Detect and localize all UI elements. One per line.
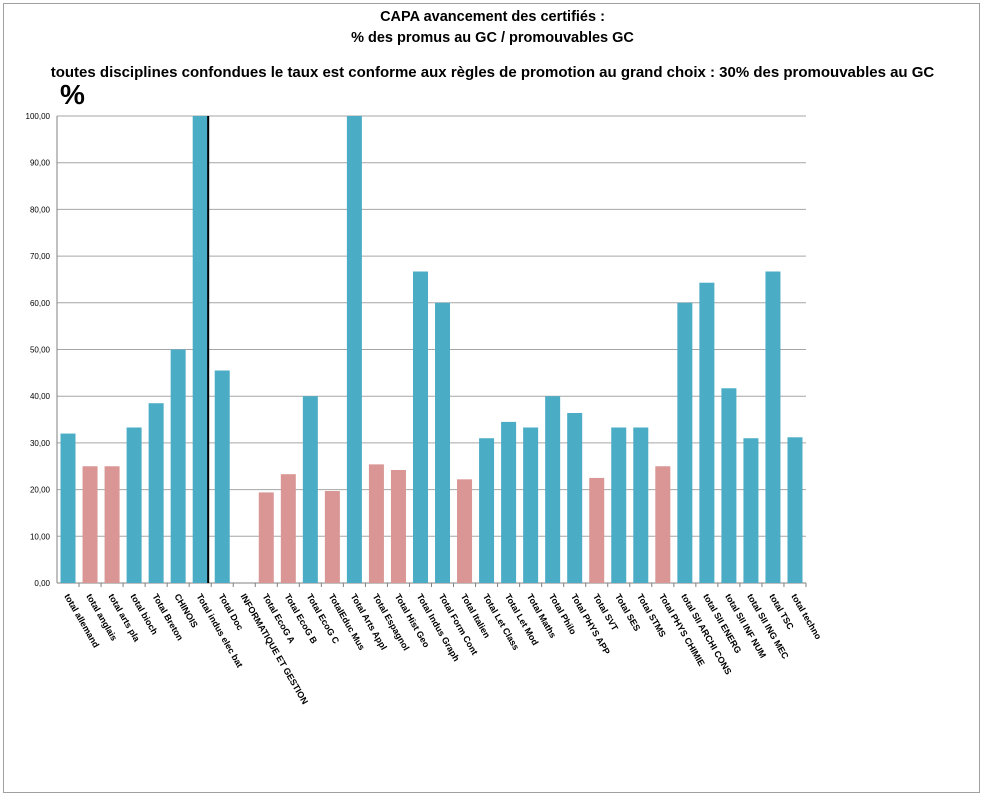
- bar: [677, 302, 693, 583]
- bar: [214, 370, 230, 583]
- bar: [501, 421, 517, 583]
- y-tick-label: 40,00: [30, 392, 51, 401]
- y-tick-label: 90,00: [30, 159, 51, 168]
- y-tick-label: 70,00: [30, 252, 51, 261]
- bar: [302, 396, 318, 583]
- y-tick-label: 10,00: [30, 532, 51, 541]
- bar: [170, 349, 186, 583]
- bar: [368, 464, 384, 583]
- bar: [721, 388, 737, 583]
- chart-frame: [3, 3, 980, 793]
- bar: [457, 479, 473, 583]
- bar: [435, 302, 451, 583]
- bar: [765, 271, 781, 583]
- y-axis-unit: %: [60, 79, 85, 110]
- chart-title-line-2: % des promus au GC / promouvables GC: [351, 30, 634, 46]
- y-tick-label: 0,00: [34, 579, 50, 588]
- bar: [148, 403, 164, 583]
- bar: [743, 438, 759, 583]
- bar: [523, 427, 539, 583]
- y-tick-label: 60,00: [30, 299, 51, 308]
- x-tick-label: total techno: [789, 592, 823, 642]
- bar: [126, 427, 142, 583]
- y-tick-label: 100,00: [26, 112, 51, 121]
- bar: [567, 413, 583, 583]
- y-tick-label: 20,00: [30, 486, 51, 495]
- y-tick-label: 50,00: [30, 346, 51, 355]
- bar: [280, 474, 296, 583]
- chart-note: toutes disciplines confondues le taux es…: [50, 64, 935, 81]
- bar: [258, 492, 274, 583]
- bar: [633, 427, 649, 583]
- bar: [479, 438, 495, 583]
- bar: [192, 116, 208, 583]
- bar: [60, 433, 76, 583]
- bar: [655, 466, 671, 583]
- y-tick-label: 30,00: [30, 439, 51, 448]
- y-tick-label: 80,00: [30, 205, 51, 214]
- bar: [412, 271, 428, 583]
- bar: [82, 466, 98, 583]
- bar: [545, 396, 561, 583]
- bar: [104, 466, 120, 583]
- bar: [611, 427, 627, 583]
- chart-title-line-1: CAPA avancement des certifiés :: [380, 9, 605, 25]
- bar: [390, 469, 406, 583]
- bar: [324, 491, 340, 583]
- bar: [699, 282, 715, 583]
- bar: [346, 116, 362, 583]
- bar: [787, 437, 803, 583]
- bar: [589, 477, 605, 583]
